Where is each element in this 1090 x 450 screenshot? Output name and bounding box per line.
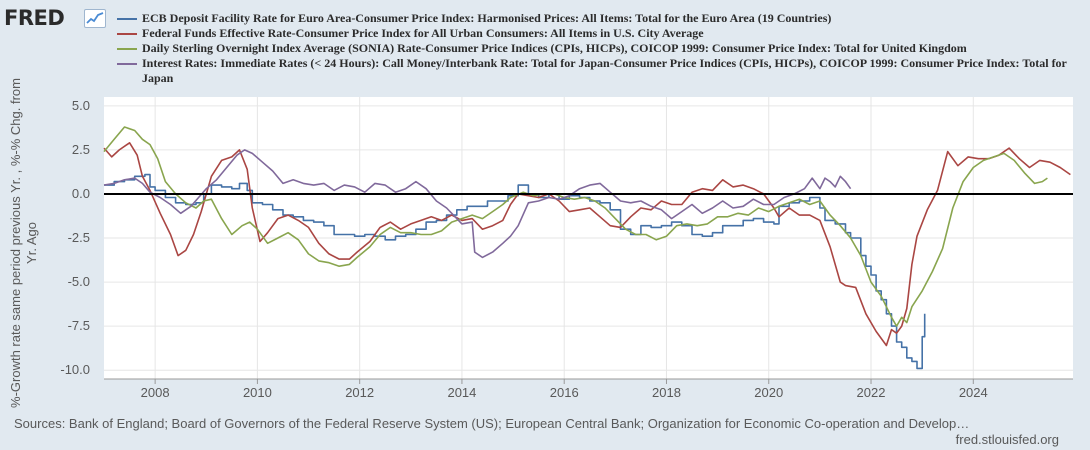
y-axis-label: %-Growth rate same period previous Yr. ,… bbox=[8, 78, 39, 408]
y-tick-label: 2.5 bbox=[72, 142, 90, 157]
x-tick-label: 2022 bbox=[857, 385, 886, 400]
x-tick-label: 2008 bbox=[141, 385, 170, 400]
legend-item-sonia[interactable]: Daily Sterling Overnight Index Average (… bbox=[117, 41, 1082, 56]
series-line-japan bbox=[103, 149, 852, 259]
legend-swatch-fed bbox=[117, 33, 137, 35]
legend-swatch-sonia bbox=[117, 48, 137, 50]
credit-link[interactable]: fred.stlouisfed.org bbox=[955, 432, 1059, 447]
legend-label-sonia: Daily Sterling Overnight Index Average (… bbox=[142, 41, 967, 55]
series-line-fed bbox=[103, 142, 1071, 347]
legend-label-japan: Interest Rates: Immediate Rates (< 24 Ho… bbox=[142, 56, 1067, 85]
legend-swatch-ecb bbox=[117, 18, 137, 20]
legend: ECB Deposit Facility Rate for Euro Area-… bbox=[117, 11, 1082, 86]
x-tick-label: 2010 bbox=[243, 385, 272, 400]
legend-item-ecb[interactable]: ECB Deposit Facility Rate for Euro Area-… bbox=[117, 11, 1082, 26]
x-tick-label: 2012 bbox=[345, 385, 374, 400]
x-tick-label: 2014 bbox=[447, 385, 476, 400]
y-tick-label: -7.5 bbox=[68, 318, 90, 333]
y-tick-label: 0.0 bbox=[72, 186, 90, 201]
legend-swatch-japan bbox=[117, 63, 137, 65]
y-tick-label: -10.0 bbox=[60, 362, 90, 377]
y-tick-label: 5.0 bbox=[72, 98, 90, 113]
legend-label-ecb: ECB Deposit Facility Rate for Euro Area-… bbox=[142, 11, 832, 25]
y-tick-label: -5.0 bbox=[68, 274, 90, 289]
x-tick-label: 2018 bbox=[652, 385, 681, 400]
sources-note: Sources: Bank of England; Board of Gover… bbox=[14, 416, 970, 431]
trend-line-icon bbox=[84, 9, 106, 28]
y-tick-label: -2.5 bbox=[68, 230, 90, 245]
x-tick-label: 2020 bbox=[754, 385, 783, 400]
series-line-sonia bbox=[103, 126, 1048, 327]
fred-logo[interactable]: FRED bbox=[4, 6, 65, 30]
x-tick-label: 2024 bbox=[959, 385, 988, 400]
legend-label-fed: Federal Funds Effective Rate-Consumer Pr… bbox=[142, 26, 704, 40]
legend-item-japan[interactable]: Interest Rates: Immediate Rates (< 24 Ho… bbox=[117, 56, 1082, 86]
x-tick-label: 2016 bbox=[550, 385, 579, 400]
legend-item-fed[interactable]: Federal Funds Effective Rate-Consumer Pr… bbox=[117, 26, 1082, 41]
